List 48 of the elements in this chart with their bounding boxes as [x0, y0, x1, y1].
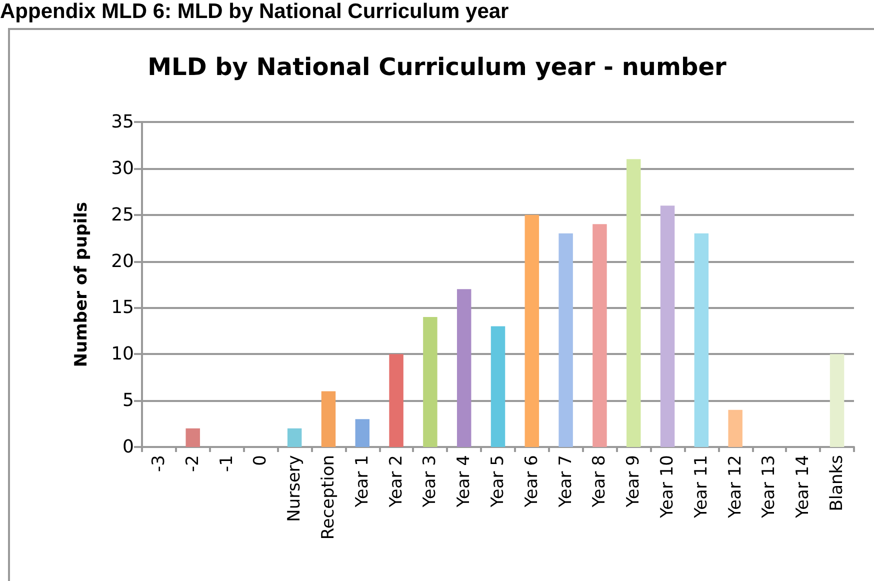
bar: [321, 391, 336, 447]
x-tick-label: -3: [148, 455, 169, 472]
y-tick-label: 35: [111, 112, 134, 132]
y-tick-label: 30: [111, 158, 134, 179]
x-tick-label: Year 14: [793, 455, 814, 520]
x-tick-label: Year 1: [352, 455, 372, 508]
y-tick-label: 15: [111, 297, 134, 318]
y-tick-label: 20: [111, 250, 134, 272]
x-tick-label: Year 12: [725, 455, 746, 520]
bar: [626, 159, 641, 447]
x-tick-label: Blanks: [827, 454, 848, 512]
bar: [287, 428, 302, 447]
bar: [558, 233, 573, 447]
x-tick-label: Reception: [318, 455, 338, 540]
x-tick-label: -2: [182, 455, 203, 472]
x-tick-label: Year 3: [420, 455, 440, 508]
text: Appendix MLD 6: MLD by National Curriculum year: [0, 0, 509, 24]
y-tick-label: 10: [111, 344, 134, 365]
bar: [423, 317, 438, 447]
y-axis-title: Number of pupils: [72, 202, 92, 368]
bar: [490, 326, 506, 447]
x-tick-label: Year 6: [522, 455, 542, 508]
bar: [389, 354, 404, 447]
bar: [456, 289, 472, 447]
x-tick-label: Year 10: [658, 455, 678, 520]
bar: [186, 428, 200, 447]
chart-title: MLD by National Curriculum year - number: [148, 53, 726, 81]
bar: [728, 410, 742, 447]
x-tick-label: -1: [216, 455, 237, 472]
x-tick-label: Nursery: [284, 455, 305, 522]
y-tick-label: 0: [122, 436, 134, 458]
x-tick-label: Year 7: [556, 455, 576, 508]
bar: [830, 354, 844, 447]
x-tick-label: Year 9: [624, 455, 644, 508]
bar: [660, 206, 675, 447]
x-tick-label: Year 8: [590, 455, 610, 508]
bar: [592, 224, 607, 447]
x-tick-label: Year 11: [691, 455, 712, 520]
x-tick-label: Year 13: [759, 455, 780, 520]
bar: [524, 214, 540, 447]
bar: [355, 419, 370, 447]
x-tick-label: Year 2: [386, 455, 406, 508]
x-tick-label: Year 5: [488, 455, 508, 508]
x-tick-label: 0: [250, 455, 271, 466]
x-tick-label: Year 4: [454, 455, 474, 508]
y-tick-label: 25: [111, 204, 134, 226]
bar: [694, 233, 709, 447]
y-tick-label: 5: [122, 390, 134, 412]
